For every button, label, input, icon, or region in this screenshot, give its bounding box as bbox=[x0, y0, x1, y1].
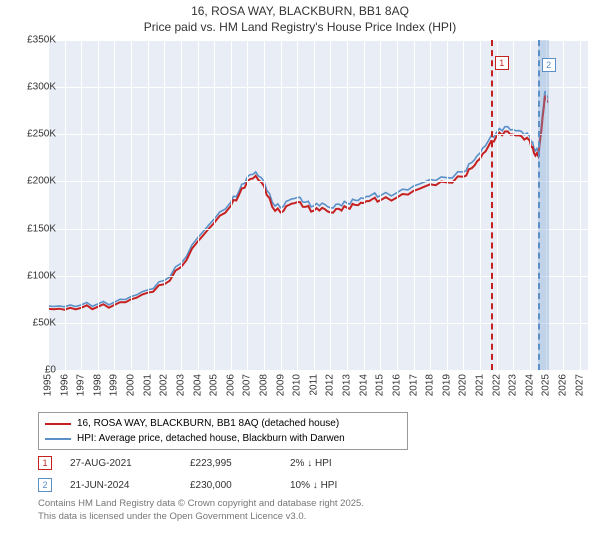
x-axis-label: 1997 bbox=[76, 374, 87, 396]
x-axis-label: 2010 bbox=[292, 374, 303, 396]
x-axis-label: 1995 bbox=[43, 374, 54, 396]
sale-marker-box: 2 bbox=[542, 58, 556, 72]
sale-pct: 2% ↓ HPI bbox=[290, 458, 410, 469]
x-axis-label: 2023 bbox=[508, 374, 519, 396]
y-axis-label: £300K bbox=[27, 82, 56, 93]
sale-price: £223,995 bbox=[190, 458, 290, 469]
line-series-svg bbox=[48, 40, 588, 370]
x-axis-label: 2017 bbox=[408, 374, 419, 396]
y-axis-label: £50K bbox=[33, 317, 56, 328]
x-axis-label: 2004 bbox=[192, 374, 203, 396]
x-axis-label: 2001 bbox=[142, 374, 153, 396]
attribution-line: Contains HM Land Registry data © Crown c… bbox=[38, 498, 364, 511]
y-axis-label: £200K bbox=[27, 176, 56, 187]
x-axis-label: 2018 bbox=[425, 374, 436, 396]
titles: 16, ROSA WAY, BLACKBURN, BB1 8AQ Price p… bbox=[0, 0, 600, 34]
x-axis-label: 2019 bbox=[441, 374, 452, 396]
sale-price: £230,000 bbox=[190, 480, 290, 491]
y-axis-label: £150K bbox=[27, 223, 56, 234]
title-subtitle: Price paid vs. HM Land Registry's House … bbox=[0, 20, 600, 34]
x-axis-label: 2006 bbox=[225, 374, 236, 396]
x-axis-label: 2011 bbox=[308, 374, 319, 396]
sale-marker-line bbox=[491, 40, 493, 370]
x-axis-label: 1998 bbox=[92, 374, 103, 396]
x-axis-label: 2020 bbox=[458, 374, 469, 396]
legend-item: 16, ROSA WAY, BLACKBURN, BB1 8AQ (detach… bbox=[45, 416, 401, 431]
title-address: 16, ROSA WAY, BLACKBURN, BB1 8AQ bbox=[0, 4, 600, 18]
sale-row: 2 21-JUN-2024 £230,000 10% ↓ HPI bbox=[38, 474, 410, 496]
sale-marker-box: 1 bbox=[495, 56, 509, 70]
x-axis-label: 2013 bbox=[342, 374, 353, 396]
sale-date: 21-JUN-2024 bbox=[70, 480, 190, 491]
sale-date: 27-AUG-2021 bbox=[70, 458, 190, 469]
x-axis-label: 2005 bbox=[209, 374, 220, 396]
legend-label: 16, ROSA WAY, BLACKBURN, BB1 8AQ (detach… bbox=[77, 418, 339, 429]
plot-area: 12 bbox=[48, 40, 588, 370]
x-axis-label: 2007 bbox=[242, 374, 253, 396]
y-axis-label: £100K bbox=[27, 270, 56, 281]
x-axis-label: 1996 bbox=[59, 374, 70, 396]
legend: 16, ROSA WAY, BLACKBURN, BB1 8AQ (detach… bbox=[38, 412, 408, 450]
x-axis-label: 2027 bbox=[574, 374, 585, 396]
sale-marker-box: 2 bbox=[38, 478, 52, 492]
sale-row: 1 27-AUG-2021 £223,995 2% ↓ HPI bbox=[38, 452, 410, 474]
legend-label: HPI: Average price, detached house, Blac… bbox=[77, 433, 345, 444]
x-axis-label: 2024 bbox=[524, 374, 535, 396]
attribution-line: This data is licensed under the Open Gov… bbox=[38, 511, 364, 524]
x-axis-label: 2009 bbox=[275, 374, 286, 396]
x-axis-label: 2025 bbox=[541, 374, 552, 396]
x-axis-label: 2021 bbox=[475, 374, 486, 396]
x-axis-label: 2000 bbox=[126, 374, 137, 396]
sale-pct: 10% ↓ HPI bbox=[290, 480, 410, 491]
y-axis-label: £350K bbox=[27, 35, 56, 46]
x-axis-label: 2015 bbox=[375, 374, 386, 396]
x-axis-label: 2002 bbox=[159, 374, 170, 396]
x-axis-label: 2016 bbox=[391, 374, 402, 396]
legend-swatch bbox=[45, 438, 71, 440]
x-axis-label: 2014 bbox=[358, 374, 369, 396]
x-axis-label: 1999 bbox=[109, 374, 120, 396]
sale-marker-box: 1 bbox=[38, 456, 52, 470]
legend-swatch bbox=[45, 423, 71, 425]
x-axis-label: 2026 bbox=[558, 374, 569, 396]
sale-marker-line bbox=[538, 40, 540, 370]
attribution: Contains HM Land Registry data © Crown c… bbox=[38, 498, 364, 524]
sales-table: 1 27-AUG-2021 £223,995 2% ↓ HPI 2 21-JUN… bbox=[38, 452, 410, 496]
legend-item: HPI: Average price, detached house, Blac… bbox=[45, 431, 401, 446]
x-axis-label: 2012 bbox=[325, 374, 336, 396]
x-axis-label: 2008 bbox=[259, 374, 270, 396]
x-axis-label: 2022 bbox=[491, 374, 502, 396]
x-axis-label: 2003 bbox=[175, 374, 186, 396]
y-axis-label: £250K bbox=[27, 129, 56, 140]
chart-container: 16, ROSA WAY, BLACKBURN, BB1 8AQ Price p… bbox=[0, 0, 600, 560]
